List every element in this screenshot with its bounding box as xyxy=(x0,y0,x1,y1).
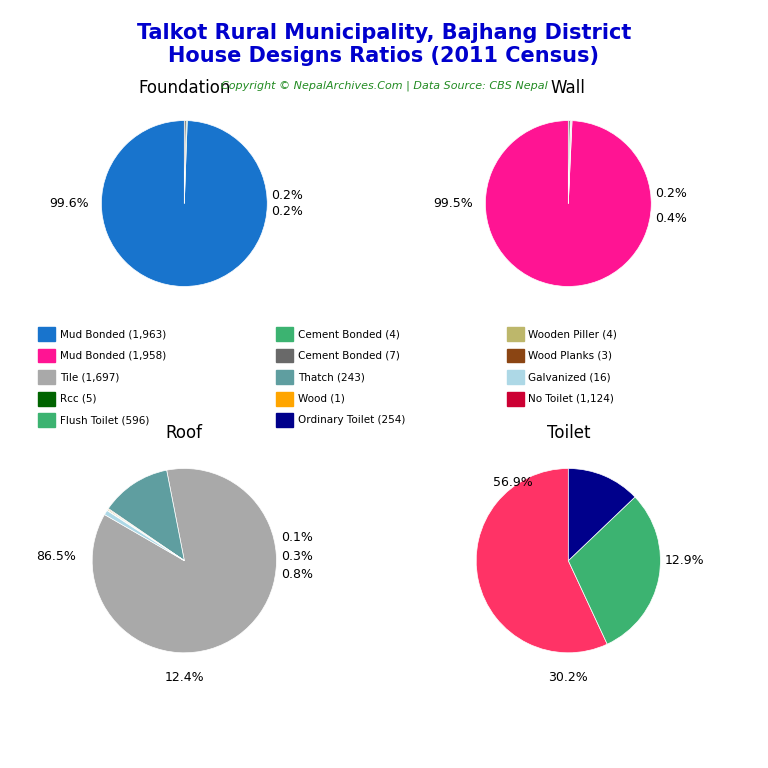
Text: Ordinary Toilet (254): Ordinary Toilet (254) xyxy=(298,415,406,425)
Title: Foundation: Foundation xyxy=(138,79,230,97)
Text: Galvanized (16): Galvanized (16) xyxy=(528,372,611,382)
Text: 0.3%: 0.3% xyxy=(281,550,313,562)
Wedge shape xyxy=(108,470,184,561)
Text: 0.2%: 0.2% xyxy=(271,189,303,202)
Wedge shape xyxy=(485,121,651,286)
Text: 0.2%: 0.2% xyxy=(655,187,687,200)
Text: Tile (1,697): Tile (1,697) xyxy=(60,372,119,382)
Wedge shape xyxy=(108,508,184,561)
Text: Wood Planks (3): Wood Planks (3) xyxy=(528,350,612,361)
Text: 0.2%: 0.2% xyxy=(271,205,303,218)
Wedge shape xyxy=(92,468,276,653)
Text: 0.4%: 0.4% xyxy=(655,212,687,225)
Text: 0.8%: 0.8% xyxy=(281,568,313,581)
Text: Copyright © NepalArchives.Com | Data Source: CBS Nepal: Copyright © NepalArchives.Com | Data Sou… xyxy=(220,81,548,91)
Title: Roof: Roof xyxy=(166,425,203,442)
Text: 56.9%: 56.9% xyxy=(493,476,533,488)
Wedge shape xyxy=(101,121,267,286)
Text: 86.5%: 86.5% xyxy=(35,550,75,562)
Wedge shape xyxy=(476,468,607,653)
Text: 0.1%: 0.1% xyxy=(281,531,313,544)
Wedge shape xyxy=(568,121,571,204)
Text: 12.9%: 12.9% xyxy=(665,554,705,567)
Text: Rcc (5): Rcc (5) xyxy=(60,393,97,404)
Title: Wall: Wall xyxy=(551,79,586,97)
Text: Talkot Rural Municipality, Bajhang District
House Designs Ratios (2011 Census): Talkot Rural Municipality, Bajhang Distr… xyxy=(137,23,631,66)
Wedge shape xyxy=(104,511,184,561)
Text: Thatch (243): Thatch (243) xyxy=(298,372,365,382)
Text: Wood (1): Wood (1) xyxy=(298,393,345,404)
Text: 99.5%: 99.5% xyxy=(433,197,473,210)
Text: Flush Toilet (596): Flush Toilet (596) xyxy=(60,415,149,425)
Text: 30.2%: 30.2% xyxy=(548,671,588,684)
Wedge shape xyxy=(184,121,186,204)
Wedge shape xyxy=(568,121,572,204)
Wedge shape xyxy=(568,121,570,204)
Wedge shape xyxy=(184,121,187,204)
Text: 99.6%: 99.6% xyxy=(49,197,89,210)
Wedge shape xyxy=(107,509,184,561)
Text: Wooden Piller (4): Wooden Piller (4) xyxy=(528,329,617,339)
Title: Toilet: Toilet xyxy=(547,425,590,442)
Text: Mud Bonded (1,963): Mud Bonded (1,963) xyxy=(60,329,166,339)
Text: Cement Bonded (7): Cement Bonded (7) xyxy=(298,350,400,361)
Text: 12.4%: 12.4% xyxy=(164,671,204,684)
Text: Cement Bonded (4): Cement Bonded (4) xyxy=(298,329,400,339)
Text: No Toilet (1,124): No Toilet (1,124) xyxy=(528,393,614,404)
Text: Mud Bonded (1,958): Mud Bonded (1,958) xyxy=(60,350,166,361)
Wedge shape xyxy=(568,497,660,644)
Wedge shape xyxy=(107,510,184,561)
Wedge shape xyxy=(568,468,635,561)
